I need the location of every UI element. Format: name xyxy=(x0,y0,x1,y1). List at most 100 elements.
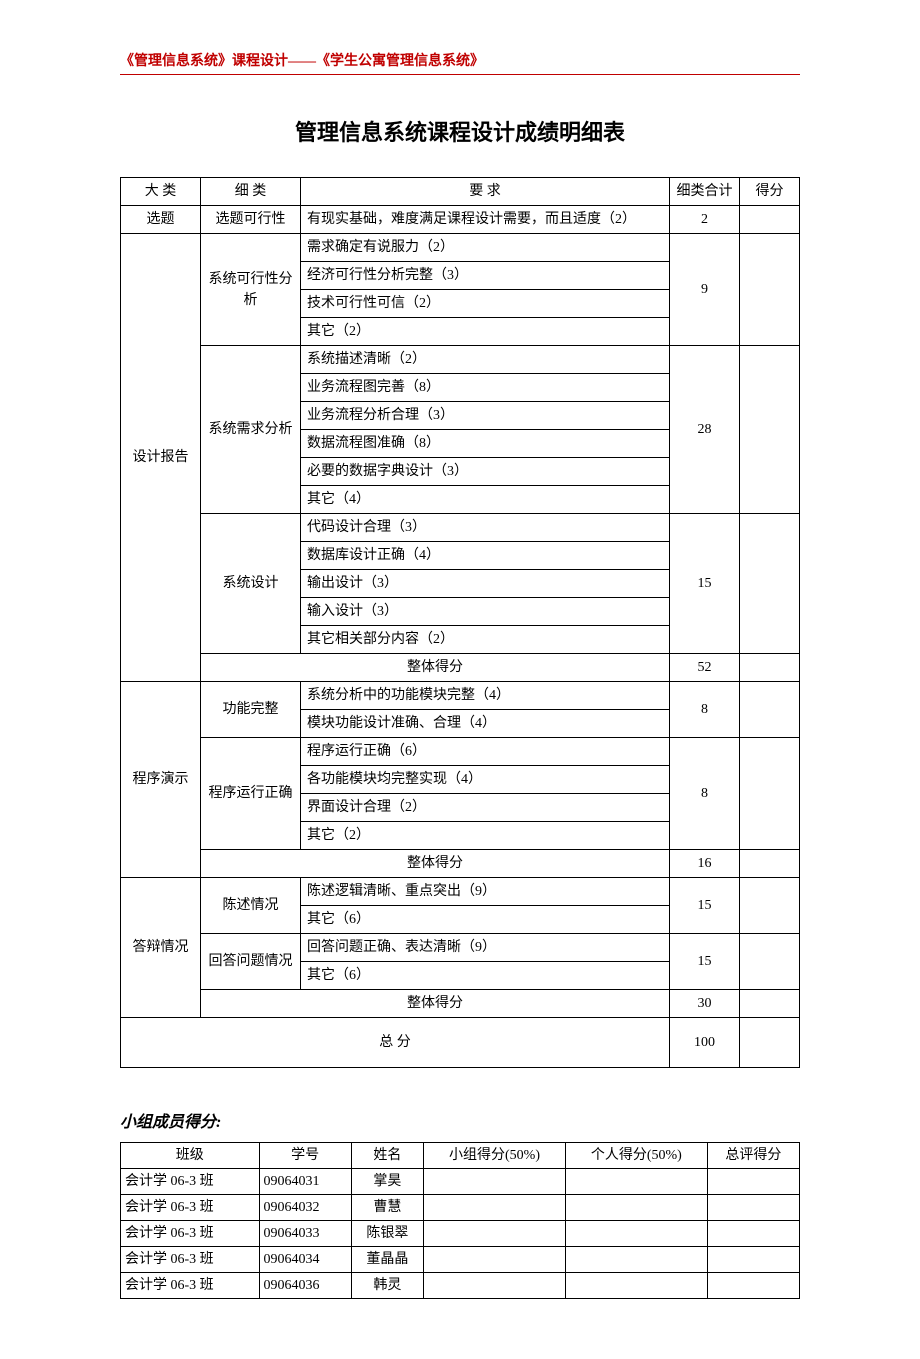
category-cell: 程序演示 xyxy=(121,682,201,878)
requirement-cell: 数据库设计正确（4） xyxy=(301,542,670,570)
m-name: 掌昊 xyxy=(351,1169,423,1195)
m-class: 会计学 06-3 班 xyxy=(121,1247,260,1273)
mh-id: 学号 xyxy=(259,1143,351,1169)
subtotal-cell: 28 xyxy=(670,346,740,514)
m-id: 09064033 xyxy=(259,1221,351,1247)
requirement-cell: 经济可行性分析完整（3） xyxy=(301,262,670,290)
requirement-cell: 界面设计合理（2） xyxy=(301,794,670,822)
th-detail: 细 类 xyxy=(201,178,301,206)
score-cell xyxy=(740,514,800,654)
section-total-score xyxy=(740,850,800,878)
mh-total: 总评得分 xyxy=(707,1143,799,1169)
total-value: 100 xyxy=(670,1018,740,1068)
m-class: 会计学 06-3 班 xyxy=(121,1273,260,1299)
section-total-score xyxy=(740,990,800,1018)
requirement-cell: 回答问题正确、表达清晰（9） xyxy=(301,934,670,962)
subtotal-cell: 15 xyxy=(670,934,740,990)
m-personal xyxy=(565,1169,707,1195)
m-id: 09064036 xyxy=(259,1273,351,1299)
requirement-cell: 陈述逻辑清晰、重点突出（9） xyxy=(301,878,670,906)
members-section-title: 小组成员得分: xyxy=(120,1108,800,1132)
m-personal xyxy=(565,1195,707,1221)
section-total-value: 52 xyxy=(670,654,740,682)
requirement-cell: 其它（2） xyxy=(301,822,670,850)
m-group xyxy=(424,1169,566,1195)
requirement-cell: 其它（2） xyxy=(301,318,670,346)
score-cell xyxy=(740,234,800,346)
section-total-label: 整体得分 xyxy=(201,850,670,878)
m-total xyxy=(707,1195,799,1221)
section-total-score xyxy=(740,654,800,682)
m-personal xyxy=(565,1247,707,1273)
score-cell xyxy=(740,934,800,990)
requirement-cell: 输入设计（3） xyxy=(301,598,670,626)
subtotal-cell: 8 xyxy=(670,738,740,850)
requirement-cell: 技术可行性可信（2） xyxy=(301,290,670,318)
members-table: 班级学号姓名小组得分(50%)个人得分(50%)总评得分会计学 06-3 班09… xyxy=(120,1142,800,1299)
subtotal-cell: 15 xyxy=(670,514,740,654)
th-score: 得分 xyxy=(740,178,800,206)
subtotal-cell: 8 xyxy=(670,682,740,738)
m-total xyxy=(707,1169,799,1195)
m-group xyxy=(424,1273,566,1299)
requirement-cell: 代码设计合理（3） xyxy=(301,514,670,542)
requirement-cell: 程序运行正确（6） xyxy=(301,738,670,766)
score-cell xyxy=(740,878,800,934)
m-group xyxy=(424,1221,566,1247)
m-name: 陈银翠 xyxy=(351,1221,423,1247)
subtotal-cell: 15 xyxy=(670,878,740,934)
mh-personal: 个人得分(50%) xyxy=(565,1143,707,1169)
m-total xyxy=(707,1247,799,1273)
th-requirement: 要 求 xyxy=(301,178,670,206)
section-total-value: 30 xyxy=(670,990,740,1018)
th-subtotal: 细类合计 xyxy=(670,178,740,206)
m-personal xyxy=(565,1221,707,1247)
requirement-cell: 需求确定有说服力（2） xyxy=(301,234,670,262)
m-id: 09064034 xyxy=(259,1247,351,1273)
category-cell: 选题 xyxy=(121,206,201,234)
document-header: 《管理信息系统》课程设计——《学生公寓管理信息系统》 xyxy=(120,50,800,75)
detail-cell: 选题可行性 xyxy=(201,206,301,234)
m-name: 韩灵 xyxy=(351,1273,423,1299)
score-cell xyxy=(740,738,800,850)
m-name: 董晶晶 xyxy=(351,1247,423,1273)
requirement-cell: 其它（6） xyxy=(301,906,670,934)
m-total xyxy=(707,1273,799,1299)
detail-cell: 系统可行性分析 xyxy=(201,234,301,346)
detail-cell: 系统需求分析 xyxy=(201,346,301,514)
detail-cell: 系统设计 xyxy=(201,514,301,654)
detail-cell: 功能完整 xyxy=(201,682,301,738)
mh-name: 姓名 xyxy=(351,1143,423,1169)
section-total-label: 整体得分 xyxy=(201,654,670,682)
m-name: 曹慧 xyxy=(351,1195,423,1221)
detail-cell: 陈述情况 xyxy=(201,878,301,934)
requirement-cell: 输出设计（3） xyxy=(301,570,670,598)
requirement-cell: 业务流程图完善（8） xyxy=(301,374,670,402)
total-score xyxy=(740,1018,800,1068)
grading-table: 大 类细 类要 求细类合计得分选题选题可行性有现实基础，难度满足课程设计需要，而… xyxy=(120,177,800,1068)
m-group xyxy=(424,1195,566,1221)
section-total-value: 16 xyxy=(670,850,740,878)
requirement-cell: 系统描述清晰（2） xyxy=(301,346,670,374)
m-id: 09064032 xyxy=(259,1195,351,1221)
requirement-cell: 其它相关部分内容（2） xyxy=(301,626,670,654)
total-label: 总 分 xyxy=(121,1018,670,1068)
requirement-cell: 系统分析中的功能模块完整（4） xyxy=(301,682,670,710)
requirement-cell: 各功能模块均完整实现（4） xyxy=(301,766,670,794)
requirement-cell: 业务流程分析合理（3） xyxy=(301,402,670,430)
requirement-cell: 有现实基础，难度满足课程设计需要，而且适度（2） xyxy=(301,206,670,234)
m-personal xyxy=(565,1273,707,1299)
detail-cell: 回答问题情况 xyxy=(201,934,301,990)
subtotal-cell: 9 xyxy=(670,234,740,346)
detail-cell: 程序运行正确 xyxy=(201,738,301,850)
requirement-cell: 其它（4） xyxy=(301,486,670,514)
page-title: 管理信息系统课程设计成绩明细表 xyxy=(120,115,800,147)
m-class: 会计学 06-3 班 xyxy=(121,1169,260,1195)
th-category: 大 类 xyxy=(121,178,201,206)
m-group xyxy=(424,1247,566,1273)
category-cell: 答辩情况 xyxy=(121,878,201,1018)
requirement-cell: 必要的数据字典设计（3） xyxy=(301,458,670,486)
requirement-cell: 其它（6） xyxy=(301,962,670,990)
mh-group: 小组得分(50%) xyxy=(424,1143,566,1169)
score-cell xyxy=(740,346,800,514)
